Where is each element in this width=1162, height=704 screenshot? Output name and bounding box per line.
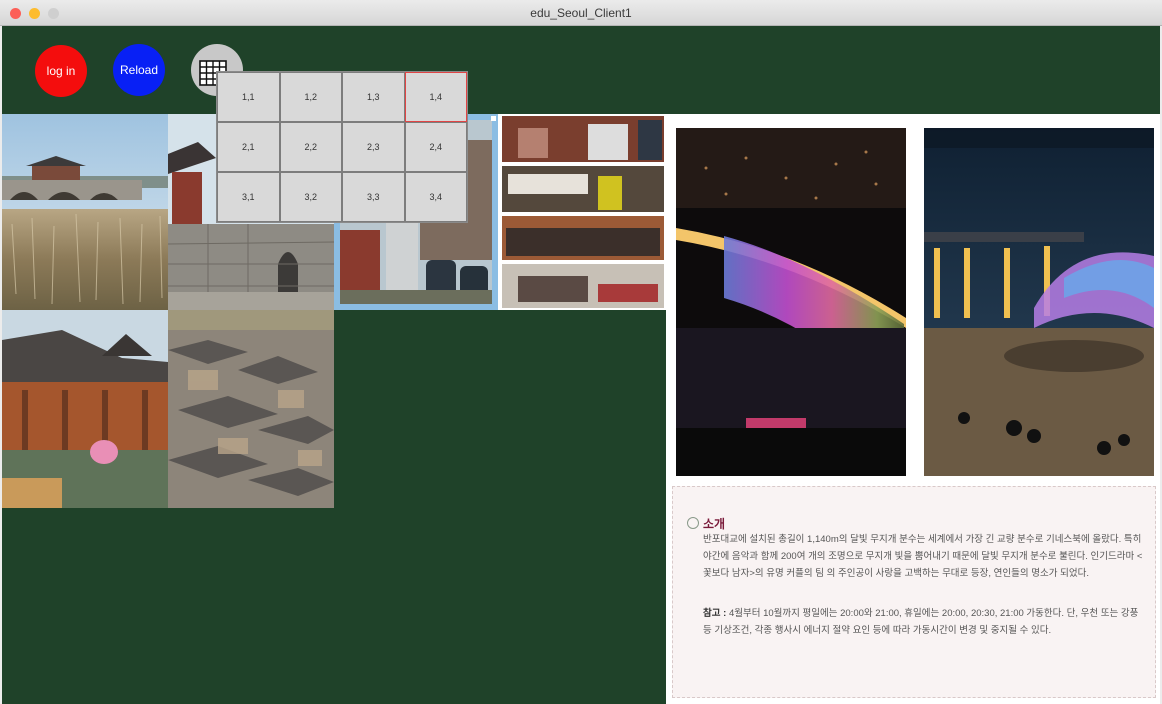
detail-panel: 소개 반포대교에 설치된 총길이 1,140m의 달빛 무지개 분수는 세계에서… [666, 114, 1160, 704]
image-tile-events-collage[interactable] [498, 114, 666, 310]
grid-cell-2-3[interactable]: 2,3 [342, 122, 405, 172]
grid-size-popup: 1,1 1,2 1,3 1,4 2,1 2,2 2,3 2,4 3,1 3,2 … [216, 71, 468, 223]
grid-cell-1-2[interactable]: 1,2 [280, 72, 343, 122]
info-box: 소개 반포대교에 설치된 총길이 1,140m의 달빛 무지개 분수는 세계에서… [672, 486, 1156, 698]
info-notice: 참고 : 4월부터 10월까지 평일에는 20:00와 21:00, 휴일에는 … [703, 605, 1143, 639]
grid-cell-2-1[interactable]: 2,1 [217, 122, 280, 172]
info-circle-icon [687, 517, 699, 529]
grid-cell-2-2[interactable]: 2,2 [280, 122, 343, 172]
grid-cell-1-4[interactable]: 1,4 [405, 72, 468, 122]
grid-cell-3-2[interactable]: 3,2 [280, 172, 343, 222]
reload-button[interactable]: Reload [113, 44, 165, 96]
grid-cell-3-1[interactable]: 3,1 [217, 172, 280, 222]
grid-cell-1-3[interactable]: 1,3 [342, 72, 405, 122]
fountain-photo-2 [924, 128, 1154, 476]
image-tile-fortress-bridge[interactable] [2, 114, 168, 310]
notice-label: 참고 : [703, 608, 726, 619]
login-button[interactable]: log in [35, 45, 87, 97]
grid-cell-3-3[interactable]: 3,3 [342, 172, 405, 222]
app-window: log in Reload [2, 26, 1160, 704]
hanok-village-photo [168, 310, 334, 508]
info-heading-text: 소개 [703, 517, 725, 531]
notice-text: 4월부터 10월까지 평일에는 20:00와 21:00, 휴일에는 20:00… [703, 608, 1138, 636]
grid-cell-2-4[interactable]: 2,4 [405, 122, 468, 172]
image-tile-hanok-lantern[interactable] [2, 310, 168, 508]
fountain-photo-1 [676, 128, 906, 476]
grid-cell-1-1[interactable]: 1,1 [217, 72, 280, 122]
grid-cell-3-4[interactable]: 3,4 [405, 172, 468, 222]
info-heading: 소개 [687, 515, 725, 532]
window-titlebar[interactable]: edu_Seoul_Client1 [0, 0, 1162, 26]
window-title: edu_Seoul_Client1 [0, 6, 1162, 20]
top-toolbar: log in Reload [2, 26, 1160, 114]
events-collage-photo [498, 114, 666, 310]
hanok-lantern-photo [2, 310, 168, 508]
fortress-bridge-photo [2, 114, 168, 310]
image-tile-hanok-village[interactable] [168, 310, 334, 508]
info-paragraph: 반포대교에 설치된 총길이 1,140m의 달빛 무지개 분수는 세계에서 가장… [703, 531, 1143, 582]
